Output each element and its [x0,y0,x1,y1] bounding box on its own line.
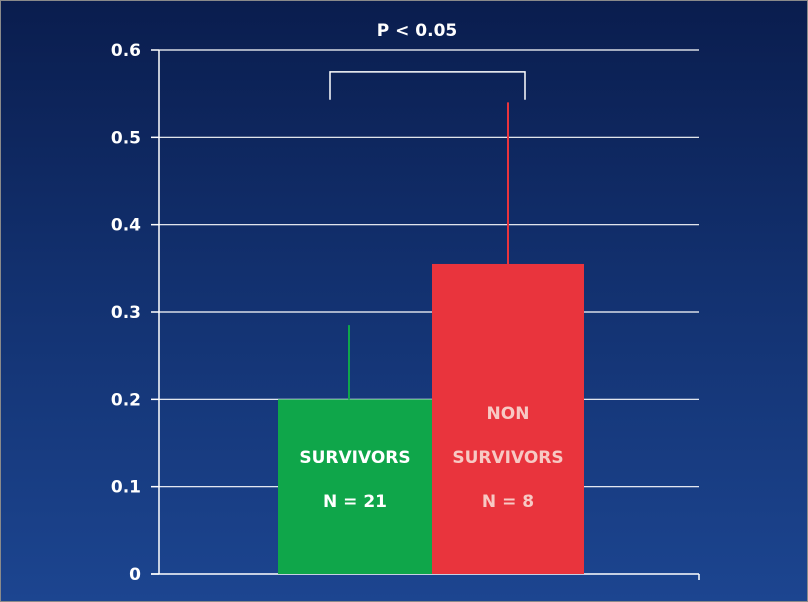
bar-label-line2: SURVIVORS [299,448,410,468]
significance-label: P < 0.05 [377,21,457,41]
bar-label-line1: NON [487,404,530,424]
bar-label-n: N = 21 [323,492,387,512]
y-tick-label: 0.4 [111,216,141,236]
bar-label-line2: SURVIVORS [452,448,563,468]
bars: SURVIVORS N = 21 NON SURVIVORS N = 8 [278,102,584,574]
bar [278,399,432,574]
significance-bracket [329,71,526,100]
y-tick-label: 0.1 [111,478,141,498]
significance-annotation: P < 0.05 [329,21,526,100]
y-tick-label: 0.3 [111,303,141,323]
y-tick-label: 0 [129,565,141,585]
y-tick-label: 0.5 [111,128,141,148]
grid-lines [159,49,699,488]
bar-label-n: N = 8 [482,492,534,512]
bar [432,263,584,574]
y-axis: 0 0.1 0.2 0.3 0.4 0.5 0.6 [111,41,700,585]
y-tick-label: 0.6 [111,41,141,61]
y-tick-label: 0.2 [111,390,141,410]
